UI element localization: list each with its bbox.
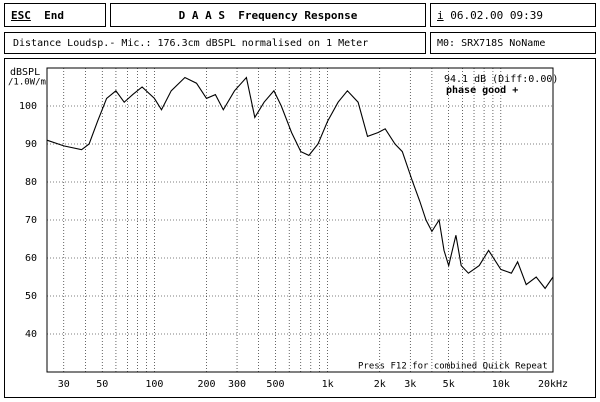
measurement-box: Distance Loudsp.- Mic.: 176.3cm dBSPL no…	[4, 32, 426, 54]
esc-button[interactable]: ESC End	[4, 3, 106, 27]
x-tick-label: 3k	[404, 379, 416, 390]
x-tick-label: 2k	[374, 379, 386, 390]
datetime: 06.02.00 09:39	[450, 8, 543, 22]
phase-annotation: phase good +	[446, 85, 518, 96]
x-tick-label: 300	[228, 379, 246, 390]
y-axis-label: dBSPL	[10, 67, 40, 78]
hint-annotation: Press F12 for combined Quick Repeat	[358, 362, 548, 372]
model-box: M0: SRX718S NoName	[430, 32, 596, 54]
y-tick-label: 40	[25, 329, 37, 340]
app-title: D A A S Frequency Response	[178, 8, 358, 22]
x-tick-label: 500	[266, 379, 284, 390]
x-tick-label: 10k	[492, 379, 510, 390]
chart-frame	[4, 58, 596, 398]
measurement-info: Distance Loudsp.- Mic.: 176.3cm dBSPL no…	[13, 37, 369, 49]
x-tick-label: 30	[58, 379, 70, 390]
y-tick-label: 50	[25, 291, 37, 302]
x-tick-label: 1k	[322, 379, 334, 390]
x-tick-label: 100	[145, 379, 163, 390]
x-tick-label: 200	[197, 379, 215, 390]
info-icon[interactable]: i	[437, 8, 444, 22]
x-tick-label: 20kHz	[538, 379, 568, 390]
y-tick-label: 60	[25, 253, 37, 264]
y-tick-label: 80	[25, 177, 37, 188]
x-tick-label: 50	[96, 379, 108, 390]
response-curve	[46, 76, 554, 290]
y-tick-label: 90	[25, 139, 37, 150]
y-axis-unit: /1.0W/m	[8, 78, 46, 88]
plot-border	[46, 67, 554, 373]
level-annotation: 94.1 dB (Diff:0.00)	[444, 74, 558, 85]
x-tick-label: 5k	[443, 379, 455, 390]
end-label: End	[44, 8, 64, 22]
esc-key: ESC	[11, 8, 31, 22]
model-info: M0: SRX718S NoName	[437, 37, 546, 49]
title-box: D A A S Frequency Response	[110, 3, 426, 27]
y-tick-label: 70	[25, 215, 37, 226]
datetime-box: i 06.02.00 09:39	[430, 3, 596, 27]
y-tick-label: 100	[19, 101, 37, 112]
